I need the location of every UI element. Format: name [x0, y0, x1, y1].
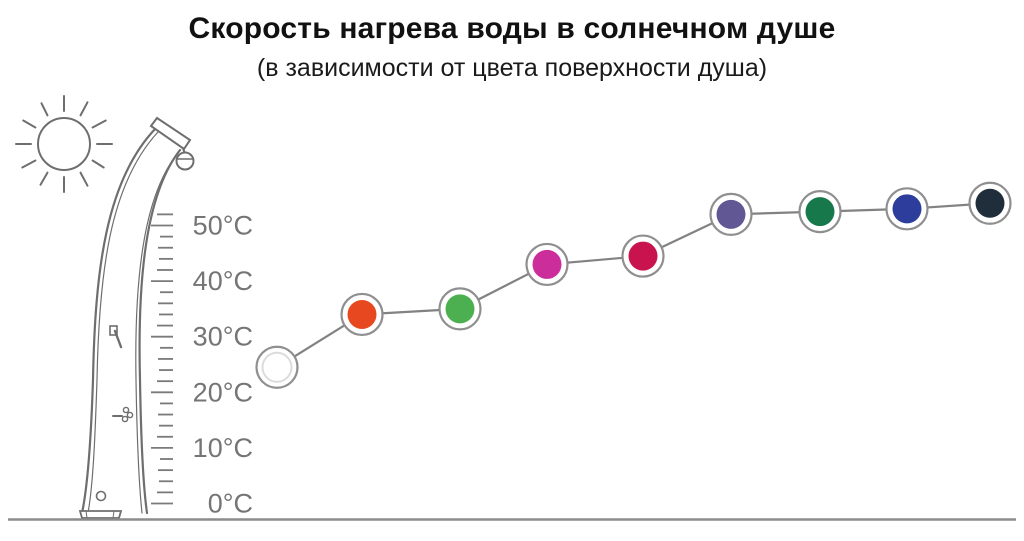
scale-label-0: 0°C: [208, 489, 253, 519]
sun-icon: [15, 95, 113, 193]
data-point-белый: [261, 351, 293, 383]
thermometer-scale: 50°C 40°C 30°C 20°C 10°C 0°C: [151, 211, 253, 519]
data-point-тёмно-синий: [975, 188, 1005, 218]
page-subtitle: (в зависимости от цвета поверхности душа…: [256, 54, 768, 82]
scale-label-40: 40°C: [193, 266, 253, 296]
heating-line-chart: [255, 181, 1012, 389]
scale-label-30: 30°C: [193, 322, 253, 352]
solar-shower-icon: [78, 116, 195, 519]
heating-trend-line: [276, 202, 991, 369]
scale-label-10: 10°C: [193, 433, 253, 463]
data-point-оранжевый: [347, 299, 377, 329]
page-title: Скорость нагрева воды в солнечном душе: [188, 12, 836, 45]
data-point-тёмно-зелёный: [805, 197, 835, 227]
data-point-зелёный: [445, 294, 475, 324]
data-point-розовый: [532, 249, 562, 279]
scale-label-50: 50°C: [193, 211, 253, 241]
data-point-фиолетовый: [716, 199, 746, 229]
scale-label-20: 20°C: [193, 377, 253, 407]
data-point-синий: [892, 194, 922, 224]
data-point-малиновый: [628, 241, 658, 271]
